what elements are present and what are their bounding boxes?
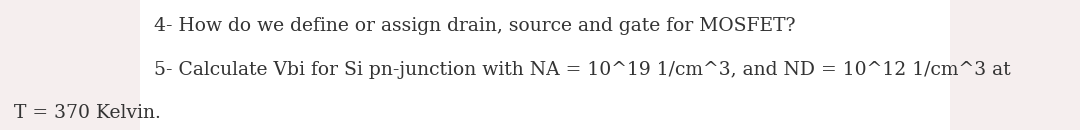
Text: 4- How do we define or assign drain, source and gate for MOSFET?: 4- How do we define or assign drain, sou… <box>154 17 796 35</box>
Text: 5- Calculate Vbi for Si pn-junction with NA = 10^19 1/cm^3, and ND = 10^12 1/cm^: 5- Calculate Vbi for Si pn-junction with… <box>154 61 1011 79</box>
Text: T = 370 Kelvin.: T = 370 Kelvin. <box>14 104 161 122</box>
